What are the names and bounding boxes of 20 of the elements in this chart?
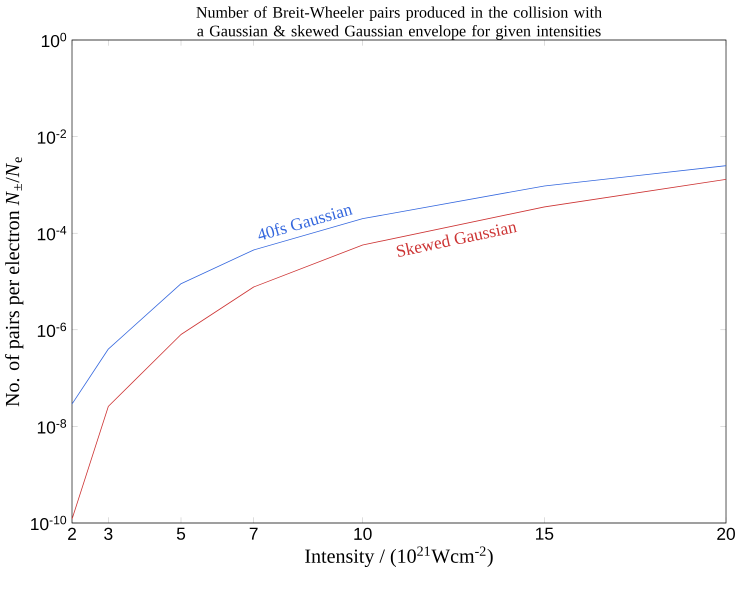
line-series xyxy=(72,165,726,404)
x-tick-label: 7 xyxy=(250,528,258,540)
chart-title: Number of Breit-Wheeler pairs produced in the collision with a Gaussian & skewed Gaussian envelope for given intensities xyxy=(196,6,602,40)
y-tick-label: 10$^{-8}$ xyxy=(38,419,66,434)
y-tick-label: 10$^{-2}$ xyxy=(38,129,66,144)
y-tick-label: 10$^{-4}$ xyxy=(38,226,66,240)
x-tick-label: 5 xyxy=(176,528,186,540)
text: 40fs Gaussian xyxy=(258,206,353,240)
text: Skewed Gaussian xyxy=(396,224,518,257)
y-tick-label: 10$^{0}$ xyxy=(42,32,66,48)
y-tick-label: 10$^{-10}$ xyxy=(31,516,66,530)
x-tick-label: 10 xyxy=(354,528,372,540)
y-axis-title: No. of pairs per electron N$_{±}$/N$_{e}$ xyxy=(4,157,24,406)
x-tick-label: 3 xyxy=(104,528,112,540)
x-tick-label: 20 xyxy=(717,528,735,540)
y-tick-label: 10$^{-6}$ xyxy=(38,322,66,338)
line-series xyxy=(72,179,726,520)
x-tick-label: 15 xyxy=(536,528,554,540)
x-tick-label: 2 xyxy=(68,528,76,540)
x-axis-title: Intensity / (10$^{21}$Wcm$^{-2}$) xyxy=(305,546,493,568)
